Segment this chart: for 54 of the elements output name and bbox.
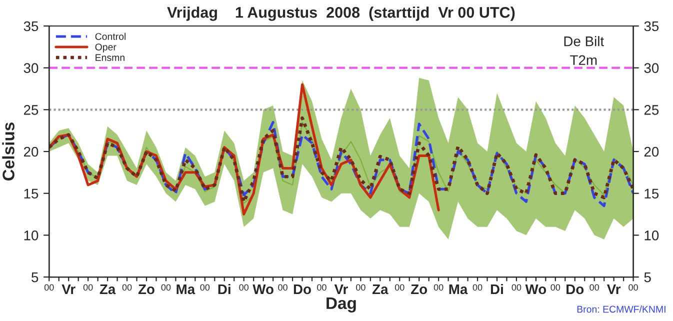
x-tick-label: 00: [239, 284, 249, 291]
y2-tick-label: 15: [644, 188, 659, 199]
x-tick-label: 00: [356, 284, 366, 291]
y-tick-label: 15: [24, 188, 38, 199]
x-tick-label: Wo: [525, 284, 546, 294]
x-tick-label: 00: [317, 284, 326, 291]
x-tick-label: Za: [372, 284, 388, 294]
x-tick-label: 00: [434, 284, 444, 291]
legend-label: Ensmn: [96, 54, 124, 61]
x-tick-label: Do: [294, 284, 311, 294]
x-tick-label: 00: [590, 284, 600, 291]
y-tick-label: 30: [24, 63, 38, 74]
x-tick-label: Wo: [252, 284, 274, 294]
y2-tick-label: 25: [644, 105, 659, 115]
x-tick-label: 00: [550, 284, 560, 291]
x-tick-label: Ma: [176, 284, 196, 294]
x-tick-label: Di: [490, 284, 503, 294]
x-tick-label: Vr: [606, 284, 621, 294]
x-tick-label: Do: [566, 284, 584, 294]
text: Bron: ECMWF/KNMI: [577, 306, 666, 313]
x-axis-title: Dag: [326, 297, 356, 312]
chart-title: Vrijdag 1 Augustus 2008 (starttijd Vr 00 UTC): [167, 6, 515, 21]
x-tick-label: 00: [122, 284, 132, 291]
x-tick-label: 00: [200, 284, 210, 291]
x-tick-label: 00: [161, 284, 171, 291]
x-tick-label: Vr: [62, 284, 76, 294]
y-tick-label: 20: [24, 146, 38, 157]
annotation: T2m: [570, 55, 597, 65]
x-tick-label: 00: [394, 284, 404, 291]
x-tick-label: Zo: [138, 284, 154, 294]
x-tick-label: 00: [512, 284, 522, 291]
x-tick-label: Ma: [449, 284, 468, 294]
x-tick-label: 00: [628, 284, 638, 291]
y2-tick-label: 10: [644, 230, 659, 240]
x-tick-label: Za: [100, 284, 116, 294]
y2-tick-label: 30: [644, 63, 659, 74]
y2-tick-label: 5: [644, 272, 651, 282]
x-tick-label: Di: [218, 284, 230, 294]
x-tick-label: 00: [44, 284, 54, 291]
legend-label: Control: [95, 32, 126, 40]
x-tick-label: 00: [83, 284, 93, 291]
y2-tick-label: 35: [644, 21, 659, 32]
y2-tick-label: 20: [644, 146, 659, 157]
legend-label: Oper: [95, 44, 116, 52]
x-tick-label: Vr: [334, 284, 348, 294]
x-tick-label: 00: [472, 284, 482, 291]
y-tick-label: 10: [24, 230, 38, 240]
annotation: De Bilt: [564, 36, 604, 46]
x-tick-label: Zo: [411, 284, 428, 294]
y-tick-label: 25: [24, 105, 38, 115]
x-tick-label: 00: [278, 284, 288, 291]
y-tick-label: 35: [24, 21, 38, 32]
y-axis-title: Celsius: [2, 122, 14, 180]
y-tick-label: 5: [32, 272, 38, 282]
